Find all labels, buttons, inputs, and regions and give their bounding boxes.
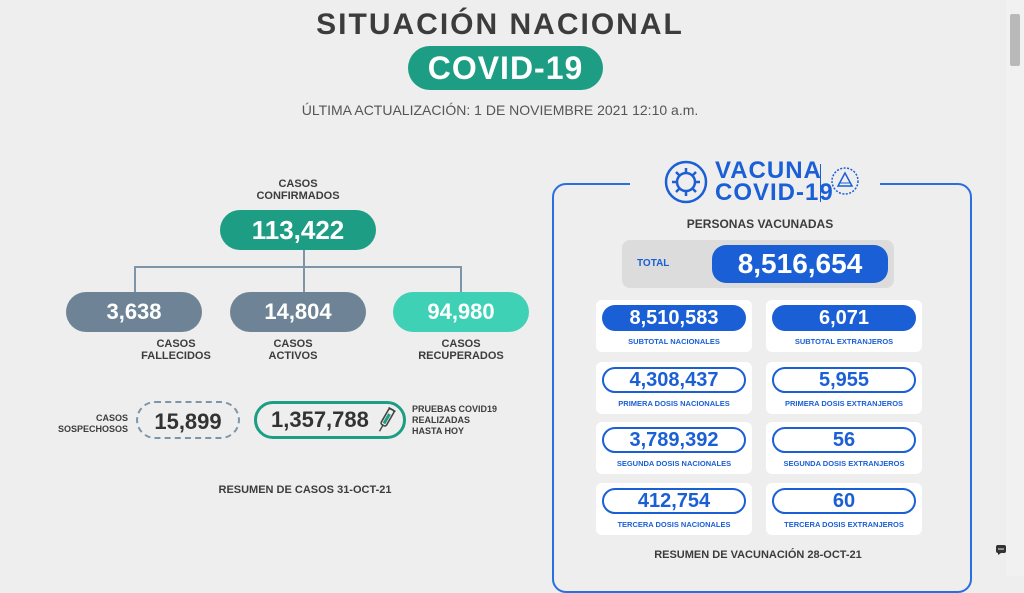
card-label: SEGUNDA DOSIS NACIONALES bbox=[616, 459, 732, 468]
card-tercera-extranjeros: 60 TERCERA DOSIS EXTRANJEROS bbox=[766, 483, 922, 535]
vaccine-logo-area bbox=[630, 158, 880, 206]
card-value: 6,071 bbox=[772, 305, 916, 331]
page-scrollbar[interactable] bbox=[1006, 0, 1024, 576]
vaccine-logo-line1: VACUNA bbox=[715, 157, 822, 184]
card-value: 4,308,437 bbox=[602, 367, 746, 393]
page-title: SITUACIÓN NACIONAL bbox=[316, 8, 684, 41]
card-tercera-nacionales: 412,754 TERCERA DOSIS NACIONALES bbox=[596, 483, 752, 535]
card-label: PRIMERA DOSIS EXTRANJEROS bbox=[784, 399, 904, 408]
cases-summary: RESUMEN DE CASOS 31-OCT-21 bbox=[218, 484, 392, 496]
tests-label: PRUEBAS COVID19 REALIZADAS HASTA HOY bbox=[412, 404, 498, 436]
total-vaccinated-value: 8,516,654 bbox=[712, 245, 888, 283]
confirmed-label: CASOS CONFIRMADOS bbox=[256, 178, 340, 202]
tests-box: 1,357,788 bbox=[254, 401, 406, 439]
card-label: SUBTOTAL NACIONALES bbox=[628, 337, 720, 346]
logo-divider bbox=[820, 164, 821, 202]
card-value: 8,510,583 bbox=[602, 305, 746, 331]
confirmed-cases-value: 113,422 bbox=[220, 210, 376, 250]
card-segunda-nacionales: 3,789,392 SEGUNDA DOSIS NACIONALES bbox=[596, 422, 752, 474]
connector-line bbox=[303, 266, 305, 292]
total-label: TOTAL bbox=[637, 258, 670, 269]
chat-icon[interactable] bbox=[995, 543, 1007, 561]
virus-icon bbox=[664, 160, 708, 209]
test-syringe-icon bbox=[376, 405, 396, 440]
tests-value: 1,357,788 bbox=[271, 407, 369, 432]
deaths-value: 3,638 bbox=[66, 292, 202, 332]
vaccine-logo-line2: COVID-19 bbox=[715, 179, 834, 206]
card-value: 56 bbox=[772, 427, 916, 453]
el-salvador-seal-icon bbox=[830, 166, 860, 201]
connector-line bbox=[303, 250, 305, 266]
card-primera-extranjeros: 5,955 PRIMERA DOSIS EXTRANJEROS bbox=[766, 362, 922, 414]
active-cases-value: 14,804 bbox=[230, 292, 366, 332]
vaccination-summary: RESUMEN DE VACUNACIÓN 28-OCT-21 bbox=[654, 549, 862, 561]
connector-line bbox=[134, 266, 136, 292]
card-subtotal-extranjeros: 6,071 SUBTOTAL EXTRANJEROS bbox=[766, 300, 922, 352]
connector-line bbox=[134, 266, 462, 268]
recovered-cases-value: 94,980 bbox=[393, 292, 529, 332]
card-label: PRIMERA DOSIS NACIONALES bbox=[618, 399, 730, 408]
card-value: 412,754 bbox=[602, 488, 746, 514]
suspected-cases-value: 15,899 bbox=[136, 401, 240, 439]
card-label: TERCERA DOSIS EXTRANJEROS bbox=[784, 520, 904, 529]
card-label: SUBTOTAL EXTRANJEROS bbox=[794, 337, 894, 346]
active-label: CASOS ACTIVOS bbox=[268, 338, 318, 362]
card-primera-nacionales: 4,308,437 PRIMERA DOSIS NACIONALES bbox=[596, 362, 752, 414]
last-updated-text: ÚLTIMA ACTUALIZACIÓN: 1 DE NOVIEMBRE 202… bbox=[301, 102, 699, 118]
card-segunda-extranjeros: 56 SEGUNDA DOSIS EXTRANJEROS bbox=[766, 422, 922, 474]
card-value: 5,955 bbox=[772, 367, 916, 393]
card-subtotal-nacionales: 8,510,583 SUBTOTAL NACIONALES bbox=[596, 300, 752, 352]
card-label: TERCERA DOSIS NACIONALES bbox=[617, 520, 731, 529]
vaccinated-heading: PERSONAS VACUNADAS bbox=[686, 217, 834, 231]
connector-line bbox=[460, 266, 462, 292]
covid-badge: COVID-19 bbox=[408, 46, 603, 90]
scrollbar-thumb[interactable] bbox=[1010, 14, 1020, 66]
deaths-label: CASOS FALLECIDOS bbox=[141, 338, 211, 362]
card-value: 3,789,392 bbox=[602, 427, 746, 453]
suspected-label: CASOS SOSPECHOSOS bbox=[57, 413, 128, 434]
recovered-label: CASOS RECUPERADOS bbox=[418, 338, 504, 362]
card-label: SEGUNDA DOSIS EXTRANJEROS bbox=[783, 459, 905, 468]
card-value: 60 bbox=[772, 488, 916, 514]
